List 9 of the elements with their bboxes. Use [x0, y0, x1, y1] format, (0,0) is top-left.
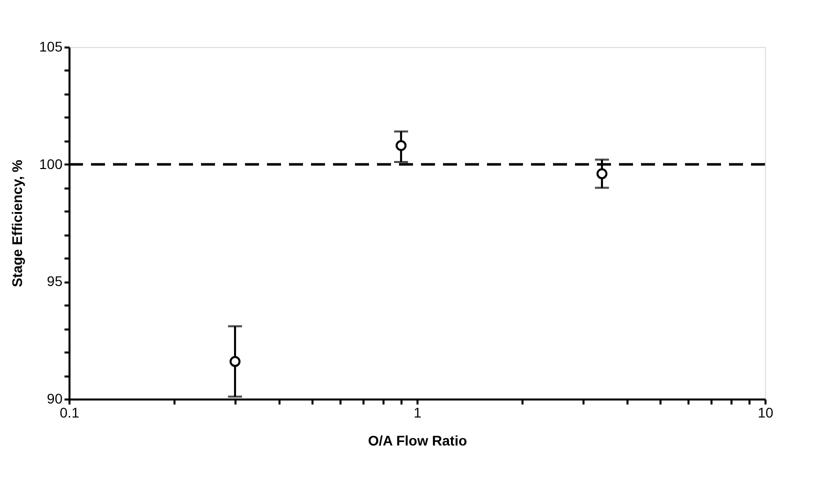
y-tick-label: 100 [39, 156, 63, 172]
y-tick-label: 90 [46, 390, 63, 406]
y-axis-title: Stage Efficiency, % [9, 159, 26, 288]
y-tick-label: 105 [39, 38, 63, 54]
x-tick-label: 10 [758, 404, 774, 420]
y-tick-label: 95 [46, 273, 63, 290]
x-tick-label: 0.1 [60, 404, 80, 420]
x-tick-label: 1 [414, 404, 422, 420]
x-axis-title: O/A Flow Ratio [368, 432, 468, 448]
